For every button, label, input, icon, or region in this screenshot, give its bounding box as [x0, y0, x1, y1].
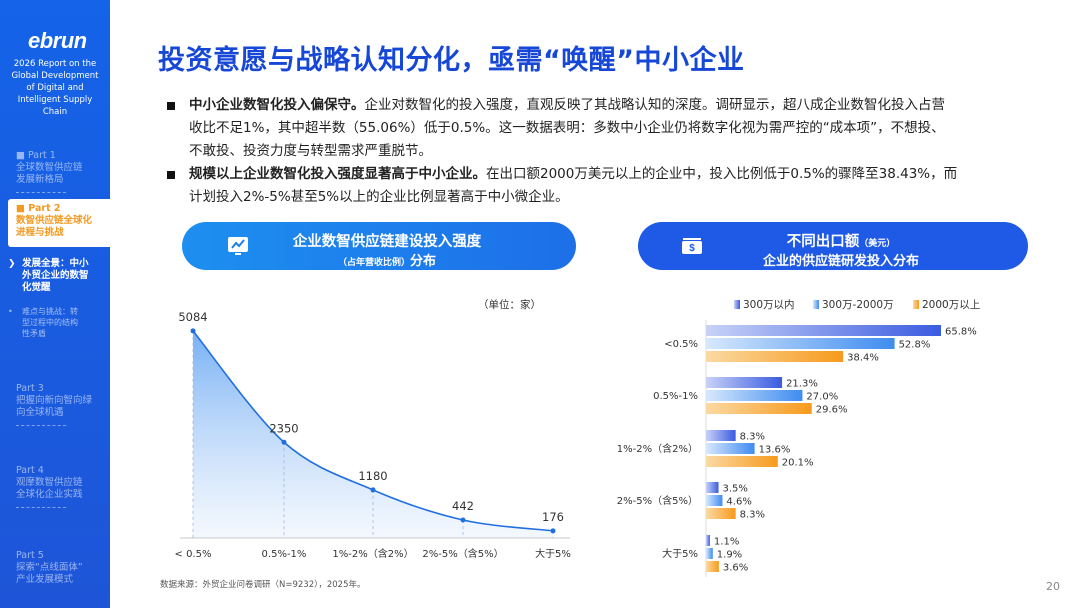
bar-value-label: 1.9% [717, 550, 742, 561]
bar-value-label: 3.6% [723, 563, 748, 574]
bullet-item: 规模以上企业数智化投入强度显著高于中小企业。在出口额2000万美元以上的企业中，… [165, 163, 1027, 209]
bar [706, 430, 736, 441]
bar [706, 351, 844, 362]
area-fill [193, 330, 553, 538]
bullet-item: 中小企业数智化投入偏保守。企业对数智化的投入强度，直观反映了其战略认知的深度。调… [165, 94, 1027, 163]
x-tick-label: < 0.5% [175, 549, 212, 560]
legend-swatch [813, 300, 819, 309]
data-label: 176 [542, 510, 564, 524]
bar-value-label: 4.6% [726, 497, 751, 508]
unit-label: （单位：家） [478, 299, 541, 311]
sidebar-subitem-overview[interactable]: ❯ 发展全景：中小 外贸企业的数智 化觉醒 [8, 258, 89, 293]
bullet-list: 中小企业数智化投入偏保守。企业对数智化的投入强度，直观反映了其战略认知的深度。调… [165, 94, 1027, 209]
square-bullet-icon [167, 171, 175, 179]
x-tick-label: 大于5% [535, 547, 571, 560]
report-title: 2026 Report on the Global Development of… [11, 59, 99, 117]
legend-label: 300万以内 [743, 298, 795, 311]
bar [706, 456, 778, 467]
x-tick-label: 0.5%-1% [262, 549, 307, 560]
bar-value-label: 52.8% [899, 340, 931, 351]
sidebar-item-part5[interactable]: Part 5 探索“点线面体” 产业发展模式 [0, 550, 110, 586]
data-point [370, 487, 376, 493]
ebrun-logo: ebrun [28, 28, 87, 53]
bar-value-label: 21.3% [786, 379, 818, 390]
bar-value-label: 38.4% [847, 353, 879, 364]
data-point [190, 328, 196, 334]
data-label: 1180 [358, 469, 387, 483]
bar-value-label: 65.8% [945, 327, 977, 338]
data-label: 442 [452, 499, 474, 513]
bar-value-label: 1.1% [714, 537, 739, 548]
bar-value-label: 13.6% [759, 445, 791, 456]
sidebar-item-part2[interactable]: ■ Part 2 数智供应链全球化 进程与挑战 [8, 199, 110, 247]
right-chart-header: $ 不同出口额（美元） 企业的供应链研发投入分布 [638, 222, 1028, 270]
bar-value-label: 20.1% [782, 458, 814, 469]
part-label: ■ Part 2 [16, 203, 61, 214]
x-tick-label: 2%-5%（含5%） [422, 547, 503, 560]
part-label: Part 3 [16, 383, 44, 394]
legend-swatch [734, 300, 740, 309]
divider [16, 192, 66, 193]
square-bullet-icon [167, 102, 175, 110]
data-point [550, 528, 556, 534]
area-chart: 5084 < 0.5% 2350 0.5%-1% 1180 1%-2%（含2%） 442 2%… [175, 310, 571, 560]
bar-value-label: 8.3% [740, 432, 765, 443]
sidebar-item-part1[interactable]: ■ Part 1 全球数智供应链 发展新格局 [0, 150, 110, 193]
bar-value-label: 29.6% [816, 405, 848, 416]
bullet-dot: • [8, 307, 13, 316]
category-label: <0.5% [664, 339, 698, 350]
divider [16, 507, 66, 508]
series-line [192, 330, 554, 532]
data-label: 2350 [269, 421, 298, 435]
part-label: Part 4 [16, 465, 44, 476]
bar [706, 535, 710, 546]
bar [706, 495, 723, 506]
bar [706, 338, 895, 349]
bar [706, 390, 803, 401]
data-label: 5084 [178, 310, 207, 324]
part-label: ■ Part 1 [16, 150, 56, 161]
data-point [281, 439, 287, 445]
x-tick-label: 1%-2%（含2%） [332, 547, 413, 560]
page-title: 投资意愿与战略认知分化，亟需“唤醒”中小企业 [158, 45, 745, 76]
bar [706, 482, 719, 493]
bar-chart: 300万以内 300万-2000万 2000万以上 <0.5% 65.8% 52.8% 38… [617, 298, 980, 577]
sidebar-subitem-challenges[interactable]: • 难点与挑战：转 型过程中的结构 性矛盾 [8, 307, 78, 338]
left-chart-header: 企业数智供应链建设投入强度 （占年营收比例）分布 [182, 222, 576, 270]
sidebar-item-part4[interactable]: Part 4 观摩数智供应链 全球化企业实践 [0, 465, 110, 508]
bar [706, 508, 736, 519]
category-label: 1%-2%（含2%） [617, 442, 698, 455]
category-label: 0.5%-1% [653, 391, 698, 402]
bar-value-label: 3.5% [723, 484, 748, 495]
bar [706, 548, 713, 559]
legend-swatch [913, 300, 919, 309]
legend-label: 300万-2000万 [822, 299, 894, 311]
bar [706, 325, 941, 336]
bar-value-label: 27.0% [806, 392, 838, 403]
bar [706, 443, 755, 454]
source-note: 数据来源：外贸企业问卷调研（N=9232），2025年。 [160, 580, 366, 590]
bar [706, 561, 719, 572]
bar [706, 403, 812, 414]
data-point [460, 517, 466, 523]
chart-monitor-icon [228, 237, 248, 255]
legend-label: 2000万以上 [922, 299, 980, 311]
money-icon: $ [682, 238, 702, 254]
bar [706, 377, 783, 388]
category-label: 大于5% [662, 547, 698, 560]
page-number: 20 [1046, 580, 1060, 593]
sidebar-item-part3[interactable]: Part 3 把握向新向智向绿 向全球机遇 [0, 383, 110, 426]
category-label: 2%-5%（含5%） [617, 494, 698, 507]
divider [16, 425, 66, 426]
chevron-right-icon: ❯ [8, 259, 16, 269]
part-label: Part 5 [16, 550, 44, 561]
svg-text:$: $ [689, 243, 695, 254]
sidebar: ebrun 2026 Report on the Global Developm… [0, 0, 110, 608]
bar-value-label: 8.3% [740, 510, 765, 521]
